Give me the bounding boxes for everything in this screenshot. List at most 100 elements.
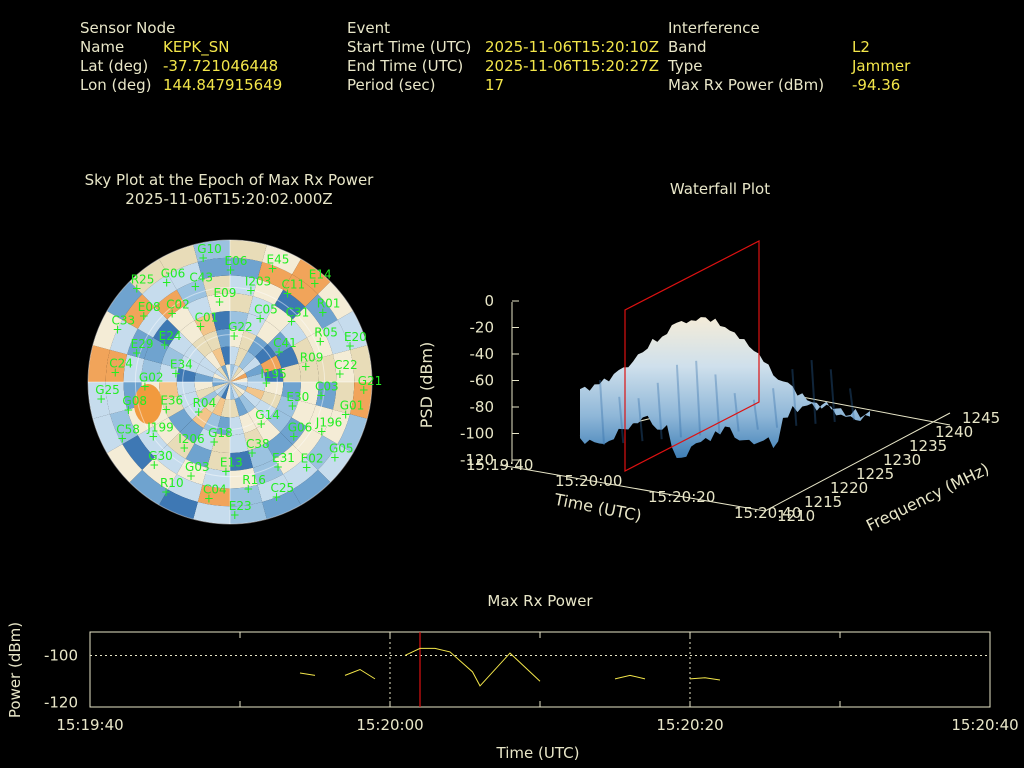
satellite-label: C41 [273, 336, 297, 350]
power-series-segment [299, 672, 316, 676]
sky-heat-cell [204, 351, 222, 370]
sky-heat-cell [243, 313, 266, 336]
satellite-label: E09 [214, 286, 237, 300]
satellite-marker: + [162, 275, 172, 289]
sky-elevation-ring [87, 239, 373, 525]
sky-heat-cell [337, 414, 368, 453]
power-chart-tick-labels: -100 -120 15:19:40 15:20:00 15:20:20 15:20:40 [44, 646, 1019, 734]
name-label: Name [80, 38, 125, 56]
satellite-marker: + [287, 399, 297, 413]
sky-heat-cell [230, 382, 246, 395]
sky-heat-cell [225, 382, 230, 400]
satellite-marker: + [190, 280, 200, 294]
satellite-label: C01 [195, 310, 219, 324]
satellite-label: E24 [159, 329, 182, 343]
sky-heat-cell [322, 319, 351, 355]
power-series-segment [689, 677, 721, 681]
surface-ridge [849, 388, 855, 421]
sky-heat-cell [216, 416, 230, 436]
waterfall-surface [580, 317, 870, 459]
sky-heat-cell [105, 382, 128, 415]
freq-tick-label: 1230 [883, 451, 921, 469]
sky-heat-cell [199, 356, 218, 374]
sky-heat-cell [212, 347, 226, 367]
sky-heat-cell [230, 346, 240, 365]
satellite-label: C31 [286, 306, 310, 320]
sky-heat-cell [230, 382, 235, 400]
sky-heat-cell [265, 305, 293, 332]
satellite-marker: + [289, 430, 299, 444]
surface-ridge [829, 369, 836, 422]
satellite-marker: + [267, 261, 277, 275]
surface-ridge [733, 393, 740, 432]
lat-label: Lat (deg) [80, 57, 149, 75]
sky-heat-cell [153, 417, 180, 445]
sky-heat-cell [183, 344, 205, 365]
sky-heat-cell [194, 382, 213, 392]
sky-heat-cell [267, 408, 292, 433]
start-time-value: 2025-11-06T15:20:10Z [485, 38, 659, 56]
sky-heat-cell [242, 390, 261, 408]
sky-heat-cell [230, 450, 253, 471]
freq-tick-label: 1245 [962, 409, 1000, 427]
sky-heat-cell [230, 364, 235, 382]
start-time-label: Start Time (UTC) [347, 38, 472, 56]
freq-tick-label: 1210 [777, 507, 815, 525]
satellite-marker: + [123, 403, 133, 417]
sky-heat-cell [202, 467, 230, 489]
satellite-marker: + [198, 251, 208, 265]
power-y-tick-label: -120 [44, 693, 78, 711]
time-tick-label: 15:20:20 [648, 488, 715, 506]
sky-heat-cell [315, 354, 337, 382]
sky-grid [87, 239, 373, 525]
satellite-marker: + [113, 323, 123, 337]
sky-heat-cell [265, 432, 293, 459]
sky-heat-cell [281, 363, 301, 382]
sky-heat-cell [280, 319, 307, 347]
sky-heat-cell [211, 433, 230, 453]
sky-heat-cell [193, 240, 230, 262]
sky-heat-cell [230, 399, 240, 418]
sky-heat-cell [212, 382, 230, 387]
satellite-label: G18 [208, 426, 233, 440]
sky-heat-cell [283, 274, 318, 307]
satellite-marker: + [273, 460, 283, 474]
sky-heat-cell [197, 257, 230, 280]
lat-value: -37.721046448 [163, 57, 279, 75]
satellite-label: C24 [109, 356, 133, 370]
sky-heat-cell [176, 368, 196, 382]
satellite-label: E06 [225, 254, 248, 268]
satellite-marker: + [317, 424, 327, 438]
sky-heat-cell [211, 311, 230, 331]
sky-heat-cell [203, 412, 221, 434]
sky-heat-cell [257, 261, 293, 290]
sky-heat-cell [257, 474, 293, 503]
satellite-label: E02 [301, 451, 324, 465]
satellite-marker: + [160, 338, 170, 352]
sky-heat-cell [109, 409, 138, 445]
band-label: Band [668, 38, 707, 56]
freq-tick-label: 1220 [830, 479, 868, 497]
sky-heat-cell [256, 320, 281, 345]
sky-heat-cell [230, 416, 244, 436]
sky-heat-cell [230, 311, 249, 331]
power-series-segment [404, 647, 541, 687]
sky-heat-cell [283, 457, 318, 490]
sky-heat-cell [350, 345, 372, 382]
surface-ridge [637, 398, 644, 442]
sky-heat-cell [230, 382, 248, 391]
sky-heat-cell [245, 364, 265, 378]
sky-heat-cell [207, 293, 230, 314]
satellite-label: G08 [122, 394, 147, 408]
sky-plot: +I195+R04+G22+G14+E34+C41+G18+C01+E30+E3… [87, 239, 382, 525]
sky-heat-cell [142, 457, 177, 490]
sky-heat-cell [276, 395, 299, 418]
satellite-label: C38 [246, 437, 270, 451]
sky-heat-cell [203, 330, 221, 352]
sky-heat-cell [317, 444, 353, 483]
sky-heat-cell [161, 346, 184, 369]
satellite-marker: + [171, 366, 181, 380]
satellite-marker: + [214, 295, 224, 309]
power-x-tick-label: 15:19:40 [56, 716, 123, 734]
satellite-label: R04 [193, 396, 217, 410]
